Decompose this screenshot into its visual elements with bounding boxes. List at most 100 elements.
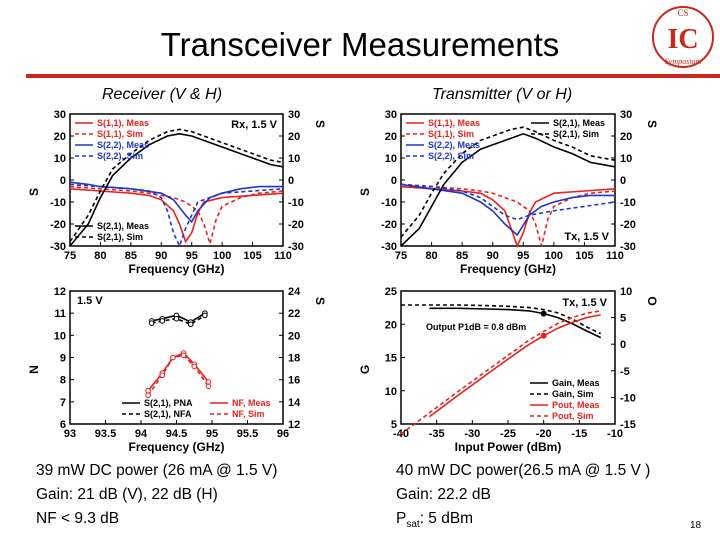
rx_sparams-x-tick-label: 80: [94, 250, 106, 262]
tx-caption: 40 mW DC power(26.5 mA @ 1.5 V ) Gain: 2…: [396, 459, 650, 537]
rx-sparams-legend-entry: S(1,1), Sim: [97, 129, 143, 139]
rx_noise-data-point: [148, 320, 155, 326]
rx_noise-data-point: [159, 318, 166, 324]
rx_noise-data-point: [191, 363, 198, 370]
tx-sparams-legend-entry: S(1,1), Meas: [428, 118, 480, 128]
rx_noise-y2-axis-label: S: [313, 297, 327, 305]
tx_sparams-x-tick-label: 100: [545, 250, 563, 262]
rx_noise-series-line: [147, 352, 210, 392]
rx_sparams-series-line: [69, 183, 284, 249]
rx_noise-data-point: [180, 352, 187, 359]
rx_noise-series-line: [151, 314, 206, 326]
psat-sub: sat: [406, 519, 420, 531]
rx_noise-y2-tick-label: 20: [288, 330, 300, 342]
logo-symposium-text: Symposium: [665, 57, 702, 66]
tx_sparams-series-line: [400, 183, 616, 221]
tx_power-x-tick-label: -15: [571, 428, 587, 440]
tx-sparams-legend-entry: S(2,1), Meas: [553, 118, 605, 128]
logo-ring: [652, 6, 714, 68]
rx_sparams-series-line: [69, 132, 284, 247]
tx-power-legend-entry: Pout, Meas: [552, 400, 600, 410]
rx_noise-y2-tick-label: 22: [288, 308, 300, 320]
rx_noise-x-tick-label: 93: [64, 428, 76, 440]
rx_noise-data-point: [173, 315, 180, 322]
rx_noise-y2-tick-label: 14: [288, 397, 301, 409]
rx_sparams-x-axis-label: Frequency (GHz): [128, 262, 224, 276]
rx_sparams-series-line: [69, 128, 284, 243]
tx_power-series-line: [429, 307, 602, 339]
rx-sparams-legend-entry: S(2,2), Meas: [97, 140, 149, 150]
tx_sparams-y2-tick-label: -30: [620, 241, 636, 253]
tx_sparams-y2-axis-label: S: [645, 120, 659, 128]
rx_noise-y-axis-label: N: [27, 365, 41, 374]
tx-psat-line: Psat: 5 dBm: [396, 507, 650, 537]
rx_sparams-y2-axis-label: S: [313, 120, 327, 128]
rx_sparams-y2-tick-label: 20: [288, 131, 300, 143]
tx-power-legend-entry: Gain, Meas: [552, 378, 600, 388]
tx_sparams-y-axis-label: S: [358, 188, 372, 196]
tx_power-y2-tick-label: 10: [620, 286, 632, 298]
rx_noise-x-tick-label: 96: [277, 428, 289, 440]
rx_sparams-y2-tick-label: -10: [288, 197, 304, 209]
tx_power-y2-axis-label: O: [645, 296, 659, 305]
rx_noise-y2-tick-label: 18: [288, 353, 300, 365]
rx_sparams-y2-tick-label: -20: [288, 219, 304, 231]
rx-caption-line: NF < 9.3 dB: [36, 510, 120, 527]
tx_sparams-x-tick-label: 90: [487, 250, 499, 262]
tx_power-y-tick-label: 10: [385, 386, 397, 398]
tx_sparams-y-tick-label: 30: [385, 109, 397, 121]
tx_sparams-y2-tick-label: -10: [620, 197, 636, 209]
rx_sparams-y-tick-label: 30: [54, 109, 66, 121]
rx_noise-x-tick-label: 93.5: [95, 428, 116, 440]
rx_noise-y-tick-label: 11: [54, 308, 66, 320]
rx_noise-y-tick-label: 6: [60, 419, 66, 431]
tx_sparams-y2-tick-label: 20: [620, 131, 632, 143]
tx_power-y-tick-label: 5: [391, 419, 397, 431]
rx_sparams-y2-tick-label: 10: [288, 153, 300, 165]
logo-cs-text: CS: [677, 8, 688, 18]
tx-caption-line: Gain: 22.2 dB: [396, 486, 491, 503]
tx_power-x-tick-label: -35: [429, 428, 445, 440]
psat-suffix: : 5 dBm: [419, 510, 474, 527]
tx_sparams-x-tick-label: 80: [425, 250, 437, 262]
tx_sparams-y-tick-label: 0: [391, 175, 397, 187]
tx_sparams-y-tick-label: -10: [381, 197, 397, 209]
receiver-heading: Receiver (V & H): [102, 86, 223, 103]
tx-power-p1db-label: Output P1dB = 0.8 dBm: [426, 322, 526, 332]
rx-sparams-annotation: Rx, 1.5 V: [231, 119, 278, 131]
tx_power-y2-tick-label: -15: [620, 419, 636, 431]
tx_sparams-y2-tick-label: 30: [620, 109, 632, 121]
transmitter-heading: Transmitter (V or H): [432, 86, 573, 103]
tx_sparams-x-tick-label: 95: [517, 250, 529, 262]
tx_sparams-y-tick-label: 10: [385, 153, 397, 165]
rx-noise-legend-entry: S(2,1), NFA: [144, 409, 192, 419]
rx_sparams-y-tick-label: 10: [54, 153, 66, 165]
tx_sparams-y2-tick-label: 0: [620, 175, 626, 187]
rx_sparams-y-tick-label: -10: [50, 197, 66, 209]
tx_sparams-series-line: [400, 183, 615, 237]
rx_noise-x-tick-label: 95.5: [237, 428, 258, 440]
tx_power-y-tick-label: 15: [385, 353, 397, 365]
rx-sparams-legend-entry: S(2,1), Sim: [97, 232, 143, 242]
rx_sparams-x-tick-label: 75: [64, 250, 76, 262]
rx_noise-x-tick-label: 95: [206, 428, 218, 440]
tx-power-annotation: Tx, 1.5 V: [562, 297, 607, 309]
tx_power-series-line: [400, 309, 601, 435]
tx_sparams-y-tick-label: 20: [385, 131, 397, 143]
tx_sparams-y2-tick-label: 10: [620, 153, 632, 165]
rx_noise-y-tick-label: 10: [54, 330, 66, 342]
rx_sparams-x-tick-label: 110: [274, 250, 292, 262]
tx_sparams-series-line: [400, 183, 616, 247]
rx_noise-x-tick-label: 94: [135, 428, 148, 440]
rx-noise-legend-entry: S(2,1), PNA: [144, 398, 193, 408]
tx_sparams-x-tick-label: 75: [395, 250, 407, 262]
rx_sparams-y2-tick-label: -30: [288, 241, 304, 253]
tx_power-y2-tick-label: -10: [620, 392, 636, 404]
tx-power-legend-entry: Pout, Sim: [552, 411, 594, 421]
rx-caption-line: 39 mW DC power (26 mA @ 1.5 V): [36, 462, 278, 479]
tx_power-x-tick-label: -10: [607, 428, 623, 440]
rx_noise-y2-tick-label: 12: [288, 419, 300, 431]
tx_power-y2-tick-label: 5: [620, 313, 626, 325]
rx-noise-annotation: 1.5 V: [77, 295, 103, 307]
